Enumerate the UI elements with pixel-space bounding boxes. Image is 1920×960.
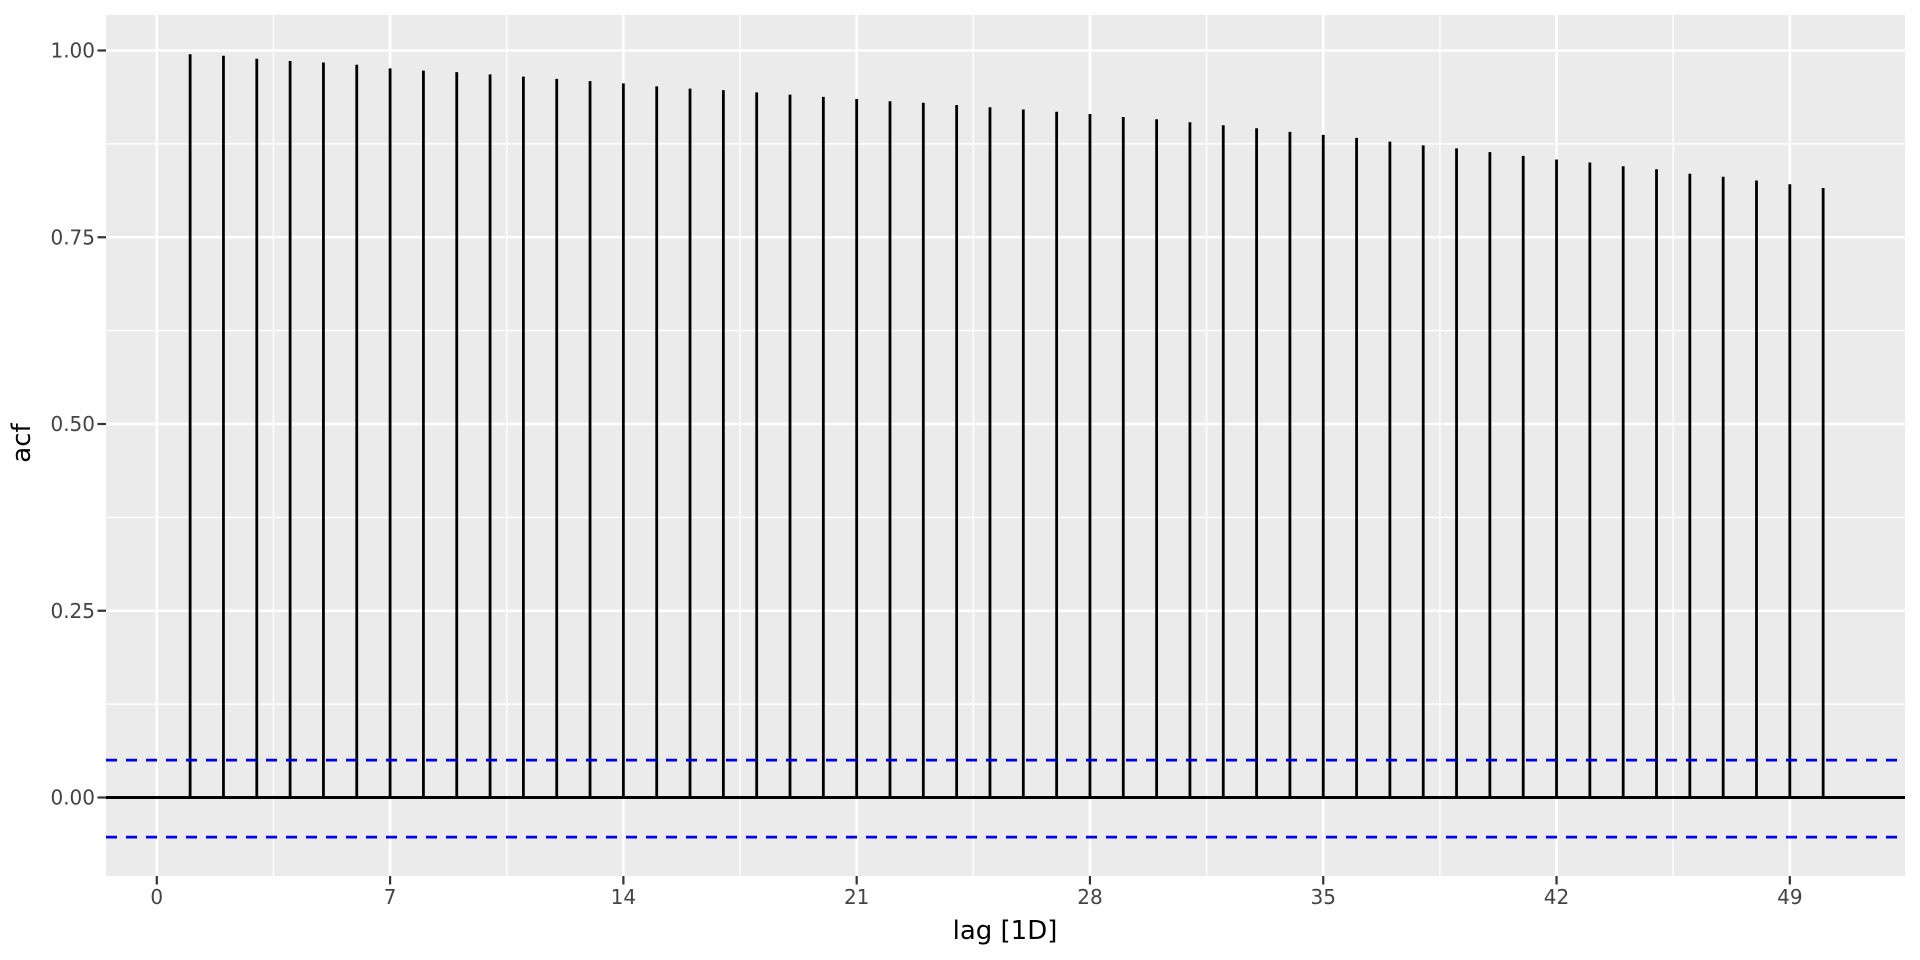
reference-lines-layer	[106, 758, 1905, 839]
x-tick-label: 14	[611, 885, 636, 909]
y-axis-title: acf	[7, 422, 37, 462]
x-tick-label: 35	[1311, 885, 1336, 909]
y-tick-label: 0.50	[50, 412, 95, 436]
y-tick-label: 0.00	[50, 786, 95, 810]
plot-panel	[106, 15, 1905, 876]
x-tick-label: 7	[384, 885, 397, 909]
y-tick-label: 0.25	[50, 599, 95, 623]
stem-layer	[188, 54, 1825, 798]
tick-labels-layer: 0.00 0.25 0.50 0.75 1.00 0 7 14 21 28 35 42 49	[50, 39, 1802, 910]
y-tick-label: 1.00	[50, 39, 95, 63]
x-tick-label: 0	[150, 885, 163, 909]
y-tick-label: 0.75	[50, 225, 95, 249]
plot-panel-background	[106, 15, 1905, 876]
x-tick-label: 28	[1077, 885, 1102, 909]
x-tick-label: 49	[1777, 885, 1802, 909]
x-tick-label: 21	[844, 885, 869, 909]
x-axis-title: lag [1D]	[953, 916, 1058, 946]
tick-marks-layer	[97, 49, 1791, 885]
x-tick-label: 42	[1544, 885, 1569, 909]
